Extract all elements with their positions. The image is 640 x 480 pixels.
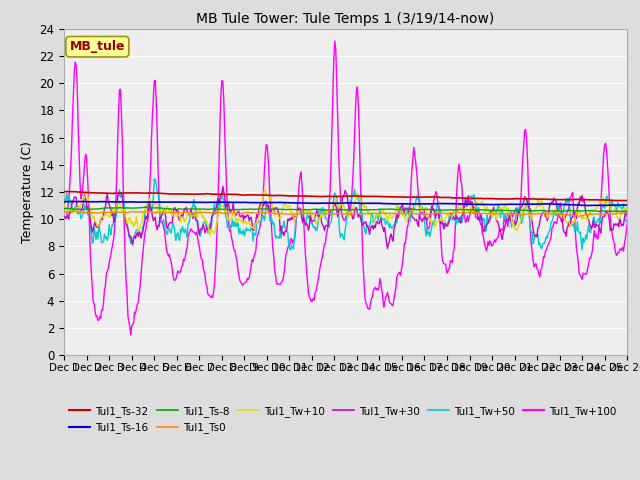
Tul1_Ts-16: [79, 199, 86, 204]
Tul1_Tw+10: [394, 204, 402, 209]
Tul1_Tw+10: [160, 204, 168, 210]
Tul1_Tw+100: [161, 228, 168, 234]
Tul1_Ts-32: [437, 194, 445, 200]
Tul1_Tw+100: [316, 266, 324, 272]
Tul1_Ts0: [575, 213, 582, 219]
Line: Tul1_Ts-32: Tul1_Ts-32: [64, 192, 627, 201]
Tul1_Tw+100: [206, 293, 214, 299]
Tul1_Tw+10: [260, 187, 268, 193]
Tul1_Tw+100: [60, 214, 68, 219]
Tul1_Tw+100: [623, 220, 631, 226]
Tul1_Tw+10: [623, 204, 631, 209]
Tul1_Tw+30: [60, 214, 68, 219]
Tul1_Tw+10: [206, 233, 214, 239]
Tul1_Tw+50: [394, 211, 402, 217]
Tul1_Ts-32: [316, 193, 324, 199]
Line: Tul1_Ts0: Tul1_Ts0: [64, 211, 627, 216]
Tul1_Ts-8: [316, 206, 324, 212]
Tul1_Ts-8: [60, 206, 68, 212]
Tul1_Ts0: [485, 211, 493, 216]
Line: Tul1_Tw+10: Tul1_Tw+10: [64, 190, 627, 236]
Tul1_Tw+50: [623, 217, 631, 223]
Tul1_Tw+30: [160, 207, 168, 213]
Tul1_Ts-16: [161, 199, 168, 205]
Tul1_Ts-16: [60, 199, 68, 204]
Tul1_Ts-16: [485, 202, 493, 207]
Tul1_Ts0: [60, 209, 68, 215]
Tul1_Tw+50: [152, 176, 159, 182]
Tul1_Tw+30: [205, 226, 212, 231]
Tul1_Ts-32: [161, 191, 168, 196]
Line: Tul1_Tw+50: Tul1_Tw+50: [64, 179, 627, 250]
Tul1_Tw+50: [206, 221, 214, 227]
Tul1_Tw+50: [60, 202, 68, 208]
Tul1_Ts-32: [63, 189, 70, 194]
Tul1_Tw+30: [219, 183, 227, 189]
Tul1_Tw+30: [394, 216, 402, 221]
Tul1_Ts-32: [623, 198, 631, 204]
Tul1_Ts-32: [393, 194, 401, 200]
Tul1_Ts-16: [584, 203, 591, 208]
Tul1_Tw+100: [394, 272, 402, 277]
Y-axis label: Temperature (C): Temperature (C): [20, 141, 34, 243]
Tul1_Ts-32: [485, 196, 493, 202]
Line: Tul1_Ts-8: Tul1_Ts-8: [64, 207, 627, 212]
Tul1_Ts0: [206, 210, 214, 216]
Tul1_Ts-8: [623, 208, 631, 214]
Line: Tul1_Ts-16: Tul1_Ts-16: [64, 202, 627, 205]
Legend: Tul1_Ts-32, Tul1_Ts-16, Tul1_Ts-8, Tul1_Ts0, Tul1_Tw+10, Tul1_Tw+30, Tul1_Tw+50,: Tul1_Ts-32, Tul1_Ts-16, Tul1_Ts-8, Tul1_…: [69, 406, 617, 433]
Tul1_Ts-16: [393, 201, 401, 207]
Tul1_Ts-8: [485, 207, 493, 213]
Tul1_Tw+50: [287, 247, 294, 253]
Tul1_Tw+10: [486, 211, 494, 216]
Tul1_Ts0: [161, 209, 168, 215]
Text: MB_tule: MB_tule: [70, 40, 125, 53]
Line: Tul1_Tw+100: Tul1_Tw+100: [64, 41, 627, 335]
Tul1_Ts-32: [60, 189, 68, 194]
Tul1_Tw+30: [316, 213, 324, 218]
Tul1_Tw+100: [438, 254, 446, 260]
Tul1_Ts-16: [206, 199, 214, 205]
Tul1_Tw+30: [486, 216, 494, 222]
Tul1_Tw+10: [205, 227, 212, 232]
Tul1_Tw+100: [331, 38, 339, 44]
Tul1_Tw+10: [438, 215, 446, 220]
Tul1_Tw+50: [317, 210, 324, 216]
Tul1_Ts-16: [623, 202, 631, 208]
Tul1_Tw+30: [623, 214, 631, 219]
Tul1_Ts-32: [611, 198, 619, 204]
Tul1_Tw+50: [486, 218, 494, 224]
Tul1_Ts0: [623, 210, 631, 216]
Tul1_Ts-32: [206, 191, 214, 197]
Tul1_Tw+100: [486, 238, 494, 244]
Line: Tul1_Tw+30: Tul1_Tw+30: [64, 186, 627, 249]
Tul1_Tw+50: [438, 215, 446, 221]
Tul1_Ts-8: [143, 204, 150, 210]
Tul1_Tw+100: [127, 332, 134, 338]
Tul1_Ts-8: [594, 209, 602, 215]
Tul1_Tw+30: [383, 246, 391, 252]
Tul1_Tw+10: [60, 203, 68, 209]
Tul1_Ts-16: [437, 201, 445, 206]
Tul1_Tw+10: [317, 212, 324, 218]
Tul1_Tw+50: [161, 223, 168, 229]
Tul1_Tw+30: [438, 219, 446, 225]
Tul1_Ts-16: [316, 201, 324, 206]
Tul1_Ts-8: [161, 206, 168, 212]
Tul1_Ts0: [437, 210, 445, 216]
Tul1_Ts-8: [393, 206, 401, 212]
Title: MB Tule Tower: Tule Temps 1 (3/19/14-now): MB Tule Tower: Tule Temps 1 (3/19/14-now…: [196, 12, 495, 26]
Tul1_Ts0: [316, 211, 324, 216]
Tul1_Ts0: [72, 208, 79, 214]
Tul1_Ts-8: [206, 206, 214, 212]
Tul1_Ts0: [393, 211, 401, 216]
Tul1_Ts-8: [437, 207, 445, 213]
